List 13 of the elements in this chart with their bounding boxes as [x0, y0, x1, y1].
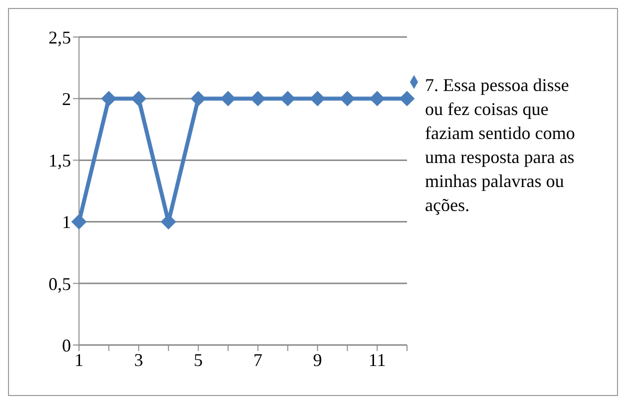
- legend-label: 7. Essa pessoa disse ou fez coisas que faziam sentido como uma resposta para as minhas palavras ou ações.: [425, 74, 575, 217]
- x-tick-label: 1: [74, 350, 84, 370]
- y-tick-label: 1: [62, 212, 71, 232]
- y-tick-label: 0: [62, 335, 71, 356]
- x-tick-label: 11: [368, 350, 386, 370]
- y-tick-label: 2,5: [48, 27, 71, 48]
- x-tick-label: 9: [313, 350, 322, 370]
- x-tick-label: 3: [134, 350, 144, 370]
- y-tick-label: 0,5: [48, 274, 71, 294]
- x-tick-label: 5: [194, 350, 203, 370]
- x-tick-label: 7: [253, 350, 262, 370]
- y-tick-label: 2: [62, 88, 71, 109]
- y-tick-label: 1,5: [48, 150, 71, 171]
